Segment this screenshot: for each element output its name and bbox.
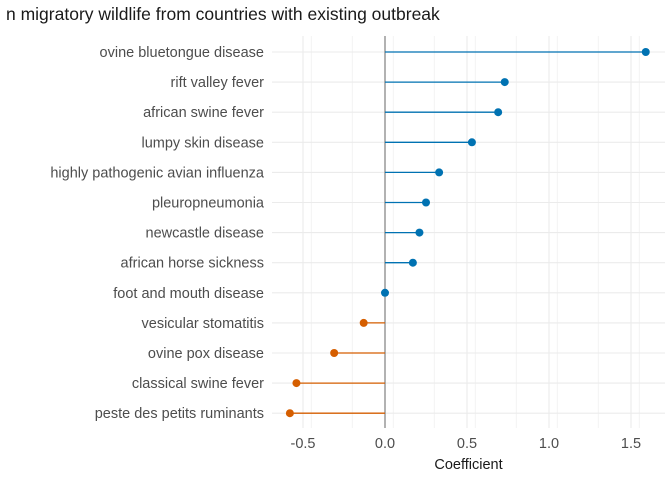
y-tick-label: classical swine fever [132, 376, 264, 392]
lollipop-point [435, 168, 444, 177]
x-tick-label: -0.5 [291, 436, 316, 452]
lollipop-point [500, 78, 509, 87]
lollipop-stems [289, 51, 646, 414]
lollipop-point [494, 108, 503, 117]
lollipop-point [467, 138, 476, 147]
x-axis-title: Coefficient [434, 457, 502, 473]
grid-lines [272, 36, 665, 428]
lollipop-point [641, 48, 650, 56]
lollipop-point [285, 409, 294, 418]
chart-title: n migratory wildlife from countries with… [6, 4, 440, 24]
y-tick-label: pleuropneumonia [152, 196, 265, 212]
lollipop-points [285, 48, 650, 418]
y-tick-label: vesicular stomatitis [142, 316, 264, 332]
y-tick-label: peste des petits ruminants [95, 406, 264, 422]
lollipop-point [415, 228, 424, 237]
y-tick-label: ovine pox disease [148, 346, 264, 362]
y-tick-label: newcastle disease [146, 226, 265, 242]
y-tick-label: african swine fever [143, 105, 264, 121]
y-tick-label: african horse sickness [121, 256, 264, 272]
lollipop-point [292, 379, 301, 388]
x-tick-label: 0.5 [457, 436, 477, 452]
lollipop-point [408, 258, 417, 267]
lollipop-point [422, 198, 430, 207]
y-tick-label: foot and mouth disease [113, 286, 264, 302]
lollipop-point [330, 349, 339, 357]
lollipop-point [359, 318, 368, 327]
x-tick-label: 1.0 [539, 436, 559, 452]
y-tick-label: rift valley fever [171, 75, 265, 91]
y-tick-label: ovine bluetongue disease [100, 45, 264, 61]
y-tick-label: highly pathogenic avian influenza [50, 165, 265, 181]
y-tick-label: lumpy skin disease [142, 135, 265, 151]
x-tick-label: 0.0 [375, 436, 395, 452]
y-tick-labels: ovine bluetongue disease rift valley feve… [50, 45, 265, 422]
x-tick-label: 1.5 [621, 436, 641, 452]
lollipop-point [381, 288, 389, 297]
x-tick-labels: -0.5 0.0 0.5 1.0 1.5 [291, 436, 642, 452]
